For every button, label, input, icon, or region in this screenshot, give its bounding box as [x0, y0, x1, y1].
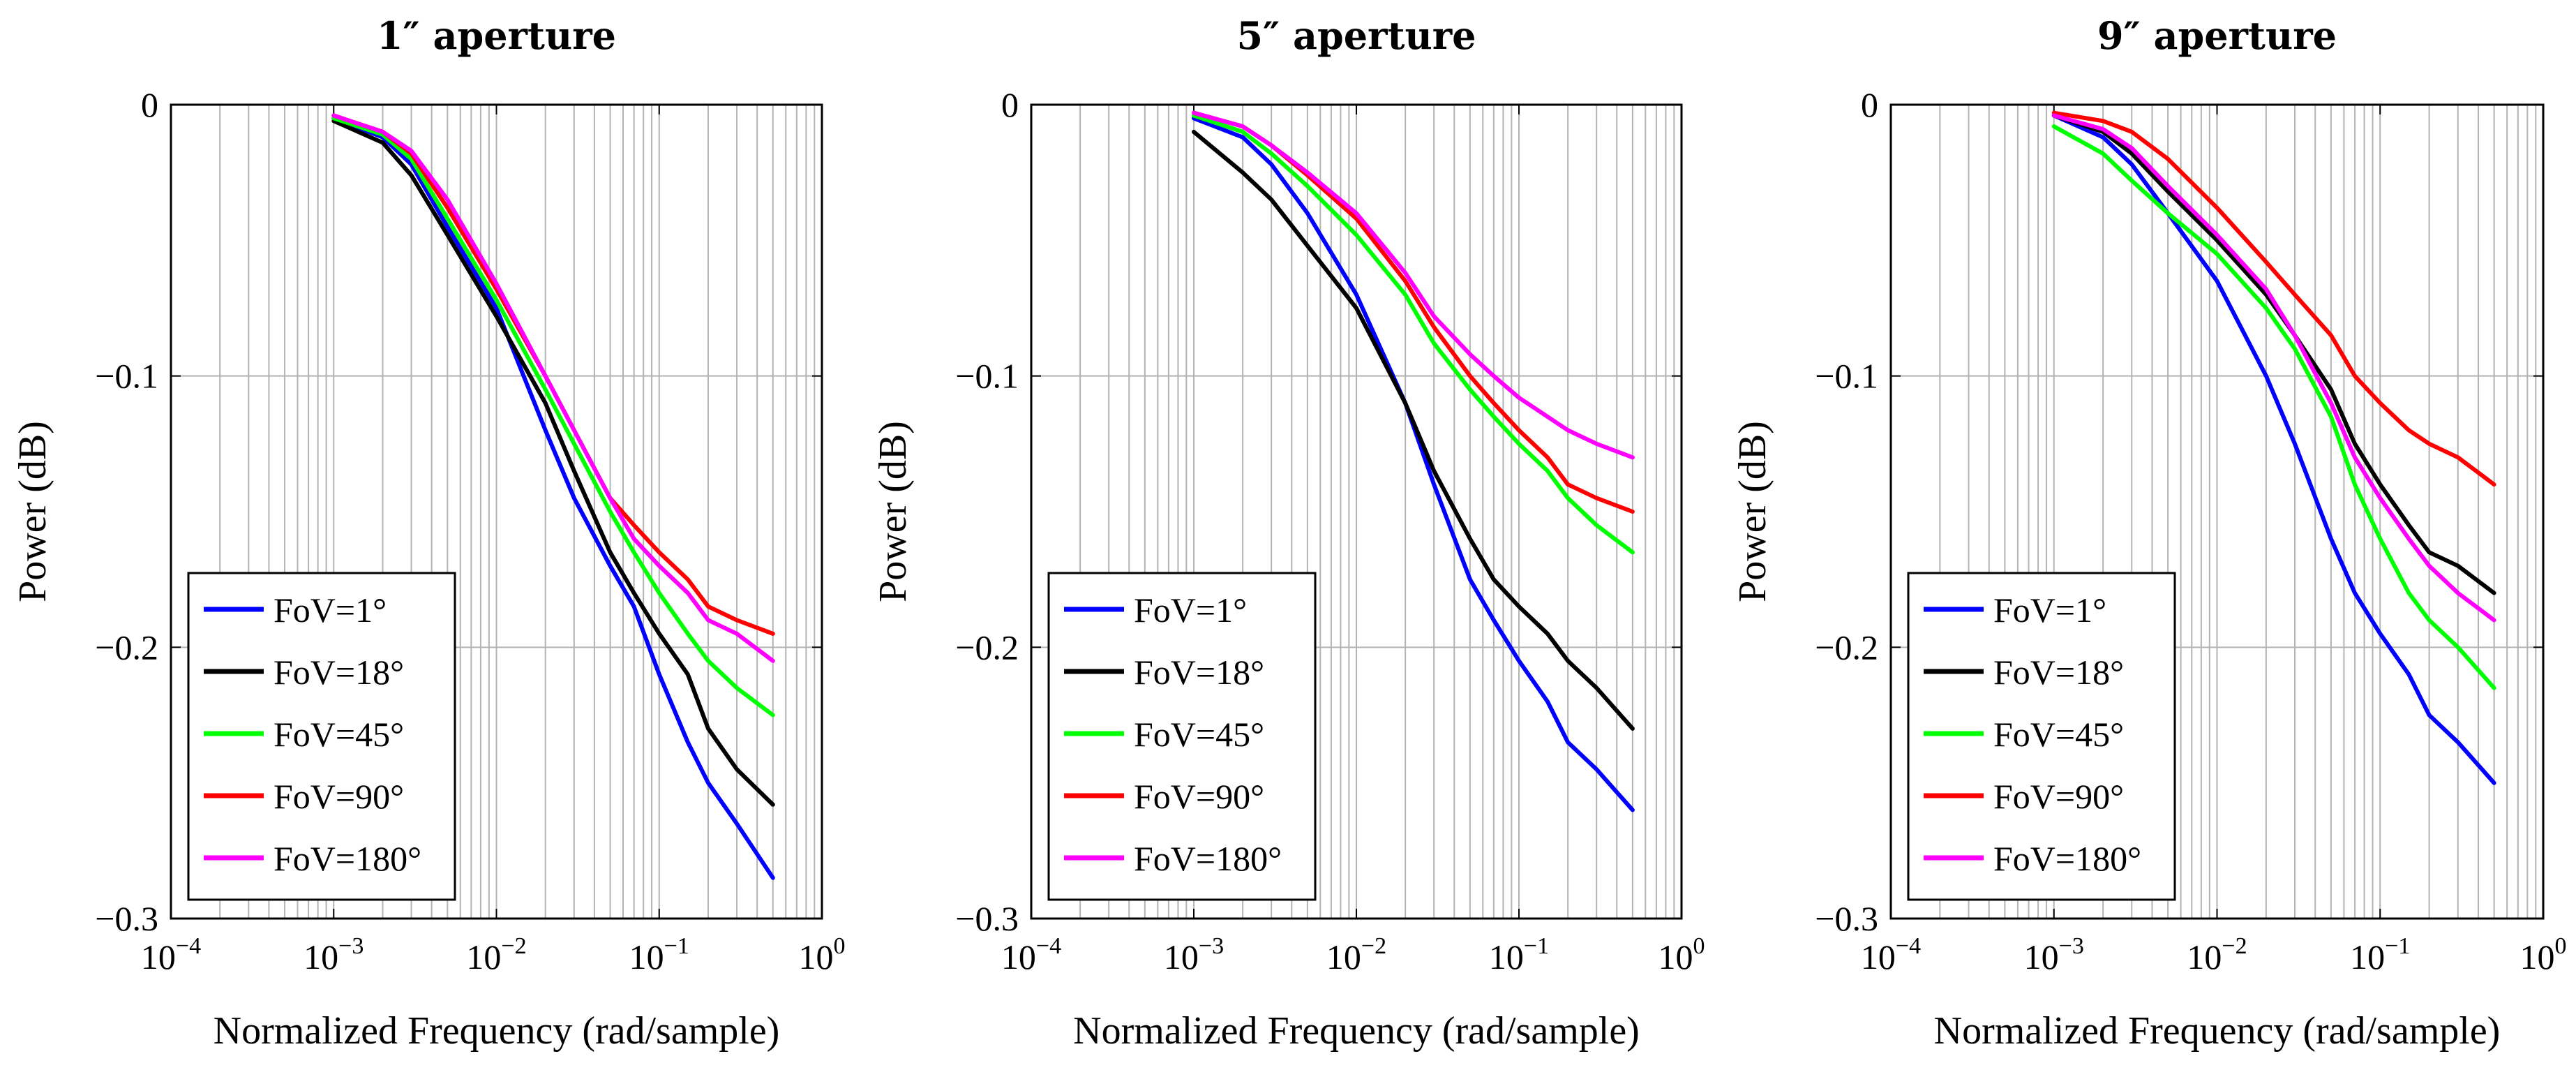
series-line-2	[331, 119, 775, 807]
x-tick-label: 10−4	[1861, 933, 1921, 976]
y-tick-label: −0.1	[95, 357, 158, 396]
y-tick-label: −0.3	[955, 899, 1019, 938]
legend-label-4: FoV=90°	[1134, 777, 1264, 816]
y-tick-label: 0	[1861, 85, 1878, 124]
x-tick-label: 10−2	[466, 933, 526, 976]
legend: FoV=1° FoV=18° FoV=45° FoV=90° FoV=180°	[1047, 572, 1317, 901]
x-tick-label: 10−4	[1001, 933, 1061, 976]
series-line-3	[2051, 124, 2496, 690]
legend: FoV=1° FoV=18° FoV=45° FoV=90° FoV=180°	[1907, 572, 2176, 901]
series-line-3	[1192, 113, 1635, 555]
y-axis-label: Power (dB)	[11, 421, 54, 602]
legend-label-3: FoV=45°	[1993, 715, 2124, 754]
legend-label-1: FoV=1°	[1134, 590, 1247, 630]
series-line-1	[1192, 116, 1635, 812]
x-axis-label: Normalized Frequency (rad/sample)	[1934, 1009, 2501, 1053]
legend-label-1: FoV=1°	[274, 590, 387, 630]
x-tick-label: 10−1	[1489, 933, 1549, 976]
legend-box	[1907, 572, 2176, 901]
x-tick-label: 100	[1658, 933, 1705, 976]
tick-marks	[170, 104, 823, 919]
chart-title: 1″ aperture	[377, 13, 616, 58]
y-tick-label: −0.3	[95, 899, 158, 938]
x-axis-label: Normalized Frequency (rad/sample)	[214, 1009, 780, 1053]
legend: FoV=1° FoV=18° FoV=45° FoV=90° FoV=180°	[187, 572, 456, 901]
x-tick-label: 10−2	[1326, 933, 1386, 976]
y-tick-label: −0.3	[1815, 899, 1878, 938]
series-line-5	[331, 113, 775, 663]
legend-box	[1047, 572, 1317, 901]
series-line-2	[1192, 129, 1635, 731]
series-line-3	[331, 116, 775, 718]
legend-label-5: FoV=180°	[274, 839, 421, 878]
legend-label-3: FoV=45°	[1134, 715, 1264, 754]
chart-title: 5″ aperture	[1236, 13, 1476, 58]
legend-label-5: FoV=180°	[1993, 839, 2141, 878]
legend-box	[187, 572, 456, 901]
x-tick-label: 10−4	[141, 933, 201, 976]
y-axis-label: Power (dB)	[1731, 421, 1774, 602]
x-axis-label: Normalized Frequency (rad/sample)	[1073, 1009, 1640, 1053]
x-tick-label: 10−2	[2187, 933, 2247, 976]
series-line-5	[2051, 113, 2496, 623]
chart-panel-2: 0 −0.1 −0.2 −0.310−4 10−3 10−2 10−1 100 5″ apert…	[871, 13, 1705, 1053]
legend-label-4: FoV=90°	[1993, 777, 2124, 816]
series-line-1	[2051, 113, 2496, 785]
x-tick-label: 100	[799, 933, 846, 976]
y-tick-label: −0.1	[1815, 357, 1878, 396]
y-tick-label: 0	[141, 85, 158, 124]
tick-marks	[1031, 104, 1682, 919]
chart-title: 9″ aperture	[2097, 13, 2337, 58]
chart-panel-3: 0 −0.1 −0.2 −0.310−4 10−3 10−2 10−1 100 9″ apert…	[1731, 13, 2567, 1053]
grid	[1891, 104, 2543, 919]
legend-label-4: FoV=90°	[274, 777, 404, 816]
y-axis-label: Power (dB)	[871, 421, 915, 602]
series-line-1	[331, 116, 775, 880]
x-tick-label: 10−1	[2350, 933, 2410, 976]
y-tick-label: −0.2	[1815, 627, 1878, 667]
series-line-4	[1192, 110, 1635, 514]
x-tick-label: 10−1	[629, 933, 689, 976]
legend-label-5: FoV=180°	[1134, 839, 1282, 878]
chart-panel-1: 0 −0.1 −0.2 −0.310−4 10−3 10−2 10−1 100 1″ apert…	[11, 13, 846, 1053]
legend-label-3: FoV=45°	[274, 715, 404, 754]
series-line-2	[2051, 113, 2496, 595]
y-tick-label: −0.2	[95, 627, 158, 667]
x-tick-label: 100	[2520, 933, 2567, 976]
y-tick-label: 0	[1001, 85, 1019, 124]
legend-label-2: FoV=18°	[1993, 653, 2124, 692]
legend-label-1: FoV=1°	[1993, 590, 2106, 630]
series-line-5	[1192, 110, 1635, 460]
tick-marks	[1890, 104, 2544, 919]
x-tick-label: 10−3	[304, 933, 364, 976]
x-tick-label: 10−3	[2024, 933, 2084, 976]
y-tick-label: −0.1	[955, 357, 1019, 396]
series-lines	[2051, 110, 2496, 785]
y-tick-label: −0.2	[955, 627, 1019, 667]
series-line-4	[331, 113, 775, 636]
legend-label-2: FoV=18°	[1134, 653, 1264, 692]
series-lines	[331, 113, 775, 880]
x-tick-label: 10−3	[1164, 933, 1224, 976]
series-lines	[1192, 110, 1635, 812]
series-line-4	[2051, 110, 2496, 487]
legend-label-2: FoV=18°	[274, 653, 404, 692]
